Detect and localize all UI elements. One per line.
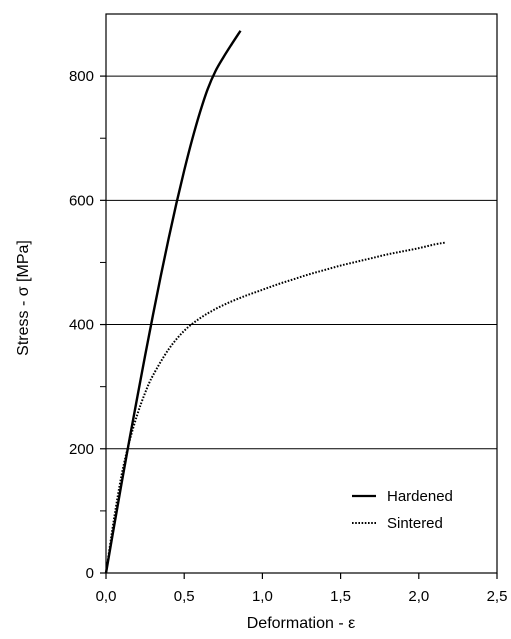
y-axis-title: Stress - σ [MPa] bbox=[15, 240, 32, 356]
x-tick-label: 0,0 bbox=[96, 588, 117, 605]
x-tick-label: 1,0 bbox=[252, 588, 273, 605]
y-tick-label: 800 bbox=[69, 68, 94, 85]
x-axis-title: Deformation - ε bbox=[247, 615, 356, 632]
series-lines bbox=[104, 30, 446, 574]
x-tick-label: 0,5 bbox=[174, 588, 195, 605]
y-tick-label: 400 bbox=[69, 317, 94, 334]
x-tick-label: 2,0 bbox=[408, 588, 429, 605]
series-line-hardened bbox=[104, 30, 242, 574]
y-tick-label: 200 bbox=[69, 441, 94, 458]
plot-area-frame bbox=[105, 13, 498, 574]
legend-label-sintered: Sintered bbox=[387, 515, 443, 532]
axis-ticks: 0 200 400 600 800 0,0 0,5 1,0 1,5 2,0 2,5 bbox=[69, 68, 507, 605]
y-tick-label: 0 bbox=[86, 565, 94, 582]
x-tick-label: 1,5 bbox=[330, 588, 351, 605]
legend: Hardened Sintered bbox=[352, 488, 453, 532]
legend-label-hardened: Hardened bbox=[387, 488, 453, 505]
series-line-sintered bbox=[105, 241, 446, 574]
grid-lines bbox=[106, 75, 497, 450]
y-tick-label: 600 bbox=[69, 192, 94, 209]
x-tick-label: 2,5 bbox=[487, 588, 508, 605]
